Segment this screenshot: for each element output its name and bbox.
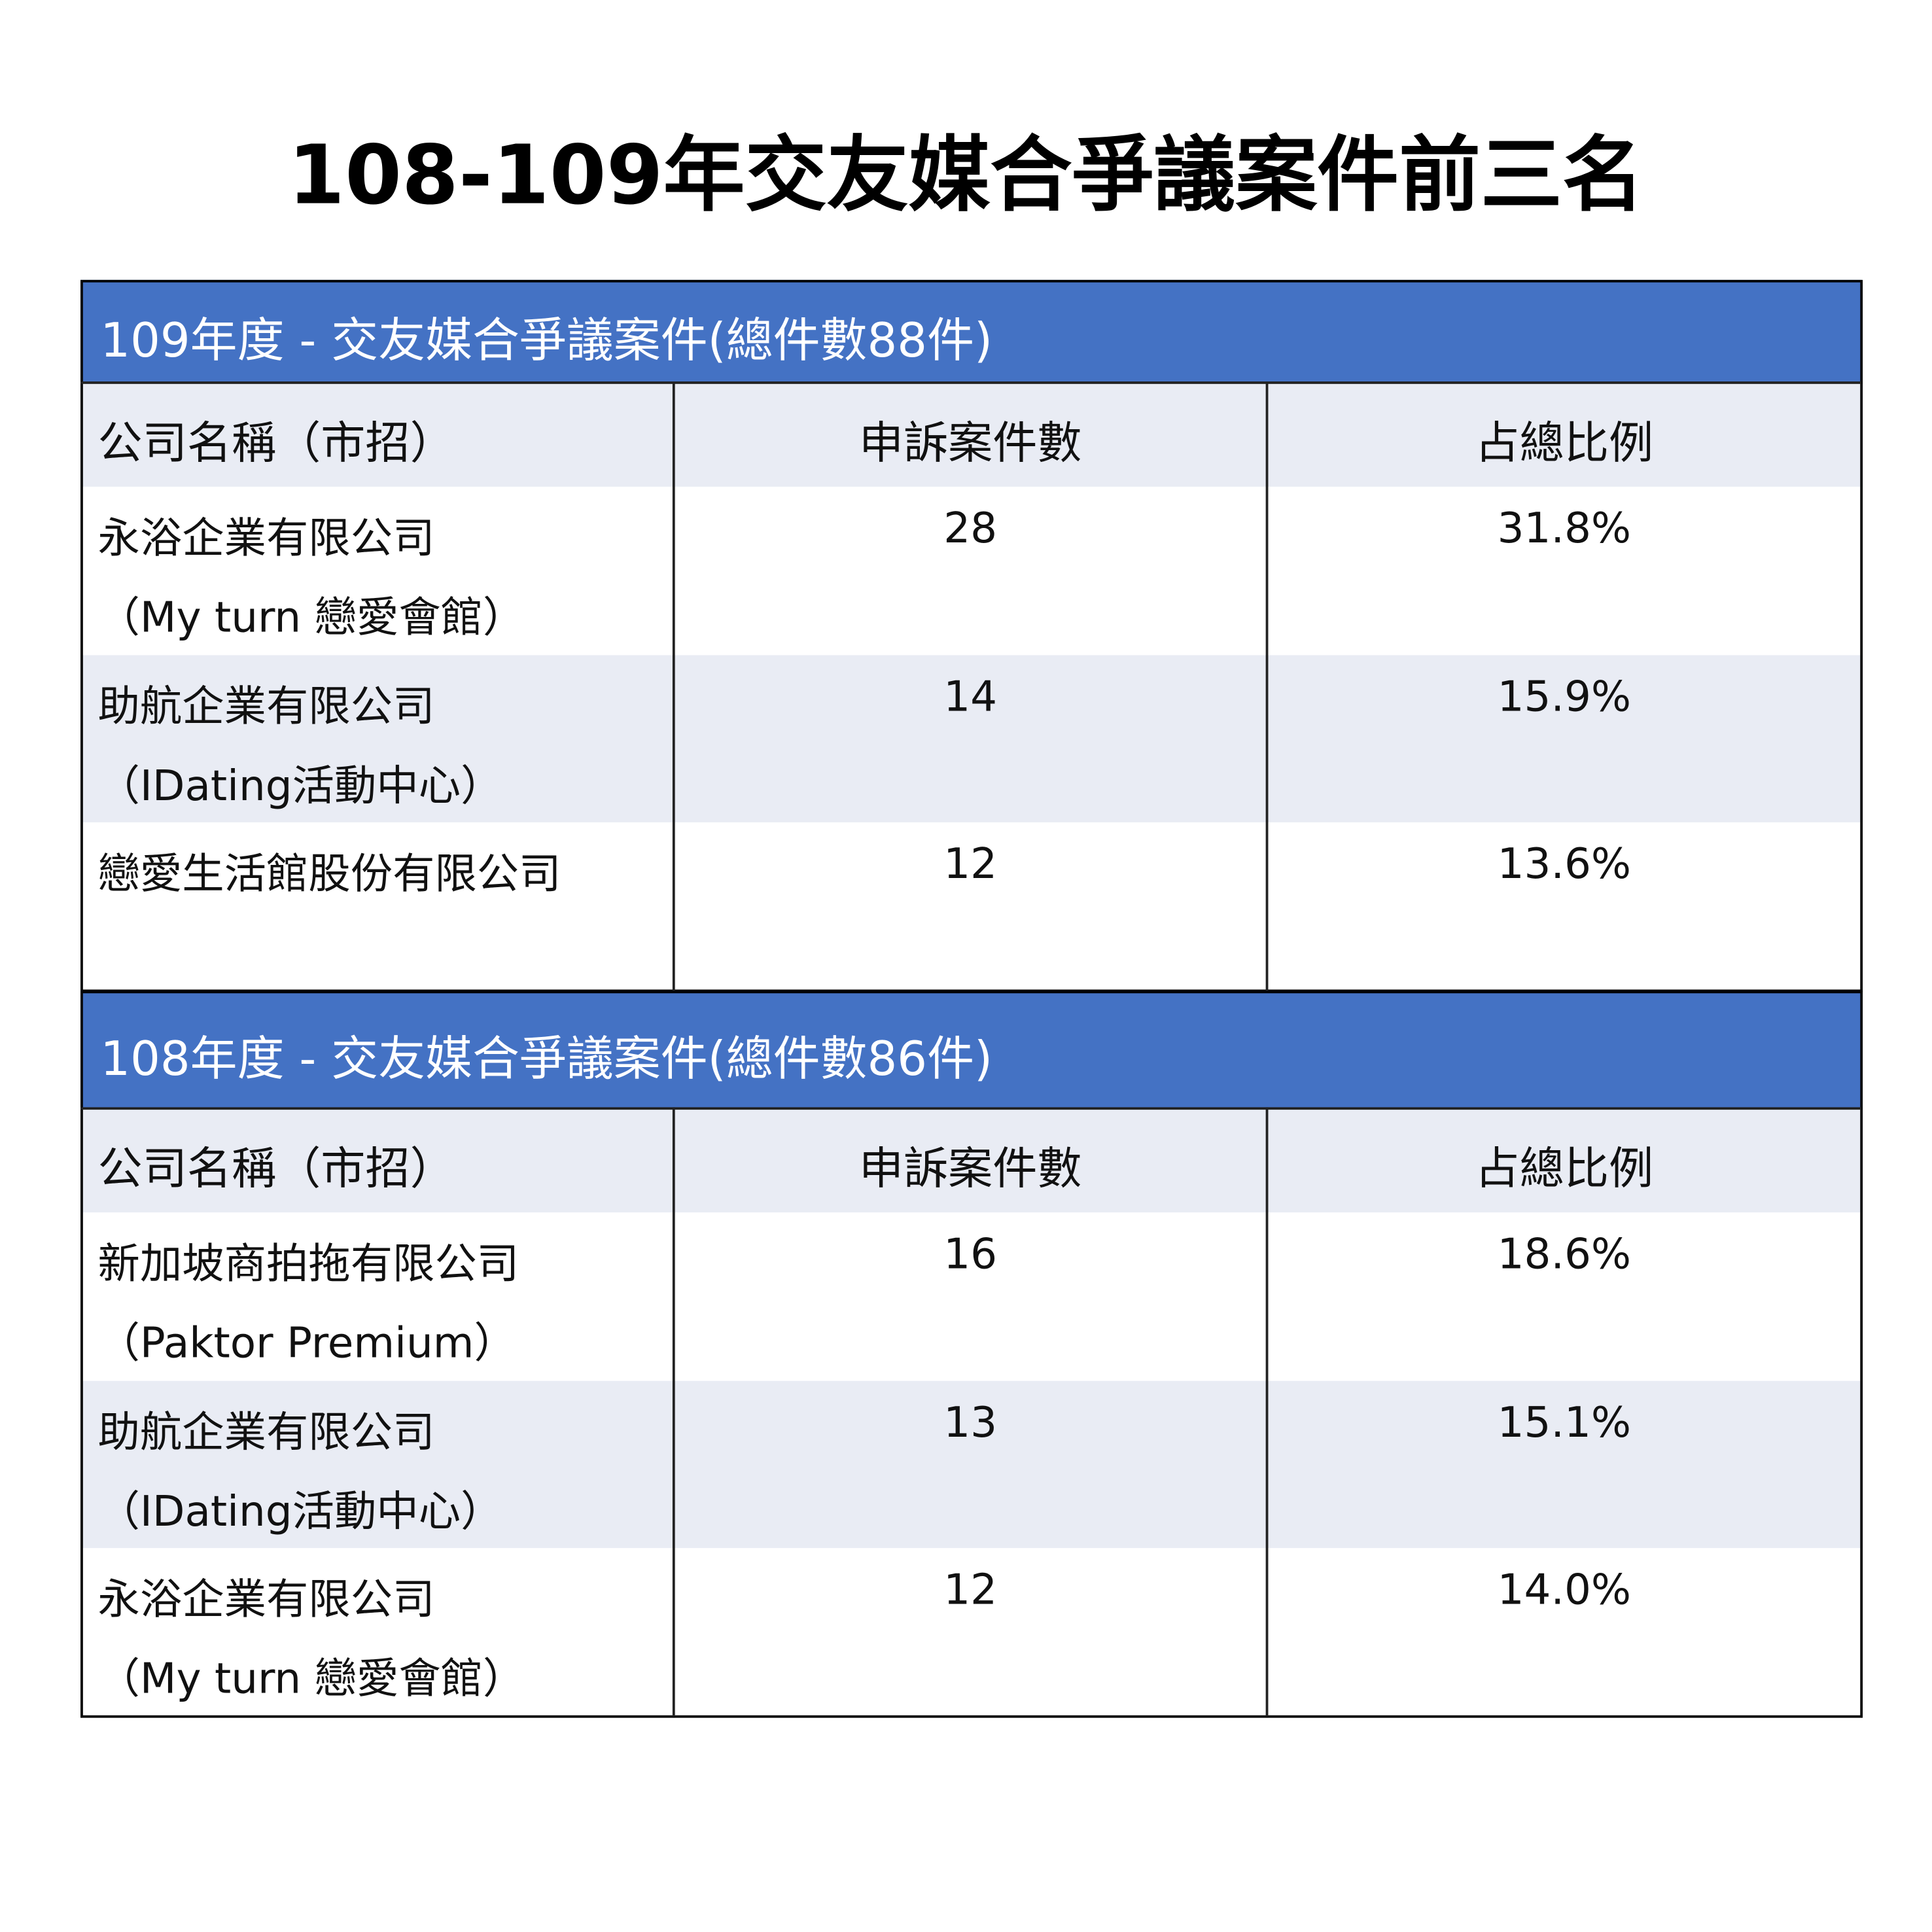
column-header: 公司名稱（市招） xyxy=(97,1144,455,1195)
share: 31.8% xyxy=(1497,504,1632,554)
table-border xyxy=(80,991,1863,1717)
rule xyxy=(80,381,1862,384)
column-header: 占總比例 xyxy=(1475,1144,1654,1195)
column-rule xyxy=(672,1108,675,1716)
row-bg xyxy=(80,654,1862,822)
share: 15.1% xyxy=(1497,1397,1632,1447)
column-rule xyxy=(672,382,675,991)
company-name: 永浴企業有限公司 xyxy=(97,514,435,564)
case-count: 14 xyxy=(943,671,998,722)
case-count: 16 xyxy=(943,1229,998,1280)
case-count: 28 xyxy=(943,504,998,554)
company-name: （IDating活動中心） xyxy=(97,1486,503,1537)
company-name: 助航企業有限公司 xyxy=(97,682,435,731)
share: 14.0% xyxy=(1497,1565,1632,1615)
column-header: 公司名稱（市招） xyxy=(97,418,455,470)
share: 18.6% xyxy=(1497,1229,1632,1280)
header-row-bg xyxy=(80,1108,1862,1213)
share: 13.6% xyxy=(1497,839,1632,890)
column-header: 申訴案件數 xyxy=(858,1144,1082,1195)
column-rule xyxy=(1265,382,1269,991)
case-count: 12 xyxy=(943,839,998,890)
company-name: （Paktor Premium） xyxy=(97,1319,516,1369)
column-header: 占總比例 xyxy=(1475,418,1654,470)
company-name: （IDating活動中心） xyxy=(97,761,503,811)
company-name: （My turn 戀愛會館） xyxy=(97,593,525,643)
row-bg xyxy=(80,1548,1862,1716)
table-border xyxy=(80,279,1863,992)
caption-bar xyxy=(80,279,1862,383)
row-bg xyxy=(80,1212,1862,1380)
table-caption: 108年度 - 交友媒合爭議案件(總件數86件) xyxy=(100,1030,993,1086)
page-title: 108-109年交友媒合爭議案件前三名 xyxy=(288,127,1644,223)
row-bg xyxy=(80,1380,1862,1549)
rule xyxy=(80,1107,1862,1110)
row-bg xyxy=(80,486,1862,655)
company-name: （My turn 戀愛會館） xyxy=(97,1655,525,1704)
case-count: 13 xyxy=(943,1397,998,1447)
column-rule xyxy=(1265,1108,1269,1716)
case-count: 12 xyxy=(943,1565,998,1615)
caption-bar xyxy=(80,991,1862,1109)
company-name: 永浴企業有限公司 xyxy=(97,1575,435,1625)
share: 15.9% xyxy=(1497,671,1632,722)
company-name: 助航企業有限公司 xyxy=(97,1407,435,1458)
header-row-bg xyxy=(80,382,1862,487)
column-header: 申訴案件數 xyxy=(858,418,1082,470)
company-name: 新加坡商拍拖有限公司 xyxy=(97,1239,519,1290)
table-caption: 109年度 - 交友媒合爭議案件(總件數88件) xyxy=(100,312,993,368)
company-name: 戀愛生活館股份有限公司 xyxy=(97,849,561,900)
row-bg xyxy=(80,822,1862,991)
